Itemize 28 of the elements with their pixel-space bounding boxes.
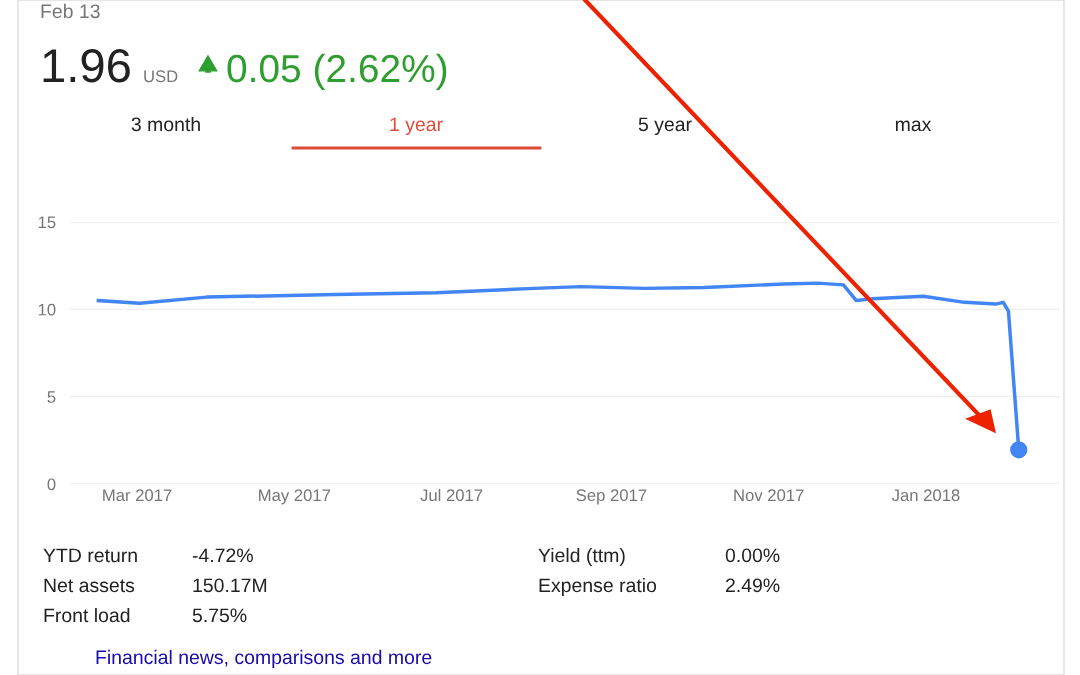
text: Financial news, comparisons and more xyxy=(96,649,432,668)
x-tick-label: Mar 2017 xyxy=(103,489,172,502)
text: -4.72% xyxy=(192,548,253,563)
text: YTD return xyxy=(43,548,137,563)
text: Expense ratio xyxy=(539,577,657,597)
chart-subtitle: Feb 13 xyxy=(41,3,100,19)
chart-title: 1.96 USD xyxy=(43,49,178,83)
x-tick-label: Jan 2018 xyxy=(891,489,960,502)
text: max xyxy=(895,120,932,132)
text: 2.49% xyxy=(725,578,780,593)
text: Front load xyxy=(44,607,130,623)
text: 1 year xyxy=(390,117,443,136)
text: 5 year xyxy=(638,117,692,136)
x-tick-label: Jul 2017 xyxy=(420,488,483,502)
text: Net assets xyxy=(44,578,135,593)
y-tick-label: 5 xyxy=(47,391,56,403)
text: 3 month xyxy=(131,116,200,132)
text: Yield (ttm) xyxy=(538,547,625,567)
x-tick-label: Sep 2017 xyxy=(576,489,647,505)
y-tick-label: 15 xyxy=(38,216,56,229)
text: 0.05 (2.62%) xyxy=(227,53,447,91)
x-tick-label: Nov 2017 xyxy=(734,489,804,502)
text: 5.75% xyxy=(192,608,247,623)
y-tick-label: 10 xyxy=(38,303,56,316)
x-tick-label: May 2017 xyxy=(259,489,331,505)
text: 150.17M xyxy=(193,578,267,593)
text: 0.00% xyxy=(725,548,780,563)
y-tick-label: 0 xyxy=(47,478,56,491)
